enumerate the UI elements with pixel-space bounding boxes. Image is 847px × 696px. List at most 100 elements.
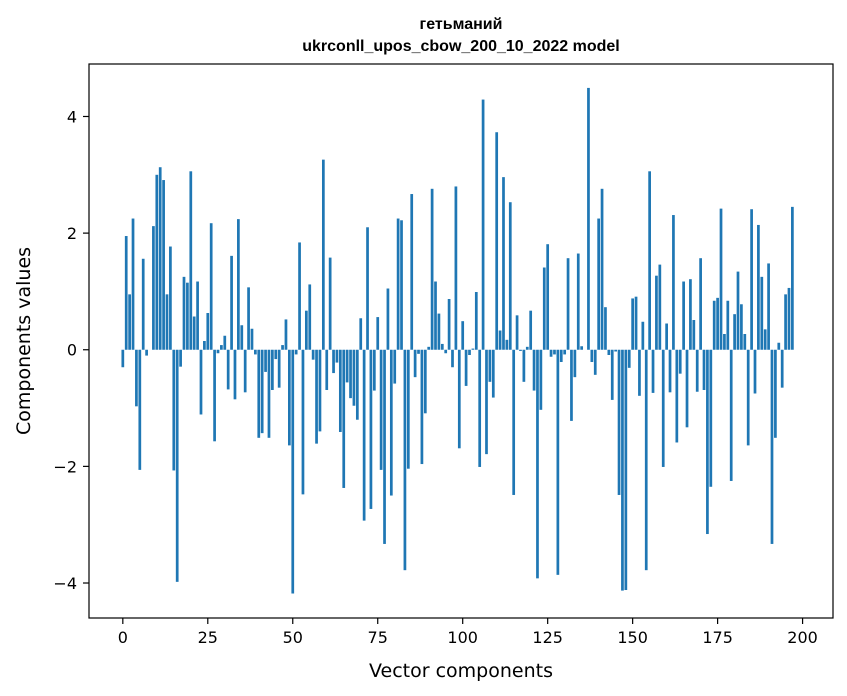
bar	[634, 296, 638, 350]
x-tick-label: 125	[532, 628, 563, 647]
bar	[209, 223, 213, 350]
bar	[576, 253, 580, 350]
bar	[250, 328, 254, 350]
bar	[655, 275, 658, 350]
bar	[746, 349, 750, 446]
bar	[474, 292, 478, 350]
bar	[321, 159, 325, 350]
bar	[512, 349, 516, 495]
bar	[318, 349, 322, 432]
bar	[590, 349, 594, 362]
bar	[179, 349, 182, 367]
bar	[413, 349, 417, 378]
bar	[128, 294, 131, 350]
bar	[695, 349, 699, 392]
bar	[264, 349, 267, 372]
bar	[434, 281, 437, 350]
bar	[155, 174, 159, 350]
bar	[457, 349, 461, 449]
x-tick-label: 50	[283, 628, 303, 647]
bar	[169, 246, 172, 350]
bar	[260, 349, 264, 434]
bar	[658, 264, 662, 350]
bar	[267, 349, 271, 438]
bar	[733, 314, 736, 350]
bar	[403, 349, 407, 571]
bar	[206, 313, 210, 350]
bar	[702, 349, 706, 390]
bar	[505, 339, 509, 350]
bar	[315, 349, 318, 444]
bar	[342, 349, 346, 488]
bar	[614, 349, 618, 352]
bar	[549, 349, 553, 357]
bar	[712, 300, 716, 350]
bar	[566, 258, 570, 350]
bar	[627, 349, 631, 368]
bar	[570, 349, 573, 421]
bar	[366, 227, 369, 350]
bar	[491, 349, 495, 398]
bar	[362, 349, 366, 521]
bar	[417, 349, 420, 354]
bar	[281, 345, 284, 350]
bar	[607, 349, 611, 355]
bar	[685, 349, 689, 428]
bar	[488, 349, 492, 382]
bar	[325, 349, 329, 390]
bar	[427, 346, 431, 350]
bar	[451, 349, 454, 368]
bar	[723, 334, 726, 350]
x-tick-label: 150	[617, 628, 648, 647]
bar	[124, 236, 128, 350]
x-tick-label: 75	[368, 628, 388, 647]
bar	[726, 300, 730, 350]
bar	[536, 349, 539, 579]
bar	[226, 349, 230, 390]
bar	[182, 276, 186, 350]
bar	[233, 349, 237, 400]
bar	[716, 297, 719, 350]
bar	[372, 349, 376, 391]
bar	[284, 319, 288, 350]
bar	[288, 349, 291, 446]
bar	[617, 349, 621, 495]
bar	[546, 244, 550, 350]
bar	[743, 334, 747, 350]
bar	[141, 258, 145, 350]
bar	[556, 349, 560, 575]
bar	[352, 349, 356, 406]
bar	[631, 298, 634, 350]
bar	[706, 349, 709, 535]
bar	[481, 99, 485, 350]
bar	[389, 349, 393, 496]
bar	[400, 220, 403, 350]
bar	[668, 349, 672, 393]
bar	[542, 267, 546, 350]
bar	[777, 342, 781, 350]
bar	[587, 87, 590, 350]
bar	[175, 349, 179, 582]
bar	[753, 349, 757, 394]
bar	[563, 349, 567, 355]
bar	[525, 346, 529, 350]
bar	[471, 348, 475, 350]
bar	[689, 279, 692, 350]
x-tick-label: 25	[198, 628, 218, 647]
bar	[135, 349, 138, 407]
bar	[468, 349, 471, 355]
bar	[186, 282, 189, 350]
bar	[682, 281, 685, 350]
bar	[600, 188, 604, 350]
bar	[328, 257, 332, 350]
bar	[335, 349, 339, 363]
bar	[750, 209, 753, 350]
y-tick-label: −4	[53, 574, 77, 593]
bar	[784, 294, 787, 350]
bar	[254, 349, 257, 355]
bar	[369, 349, 373, 509]
bar	[430, 188, 434, 350]
bar	[189, 171, 193, 350]
bar	[172, 349, 176, 471]
